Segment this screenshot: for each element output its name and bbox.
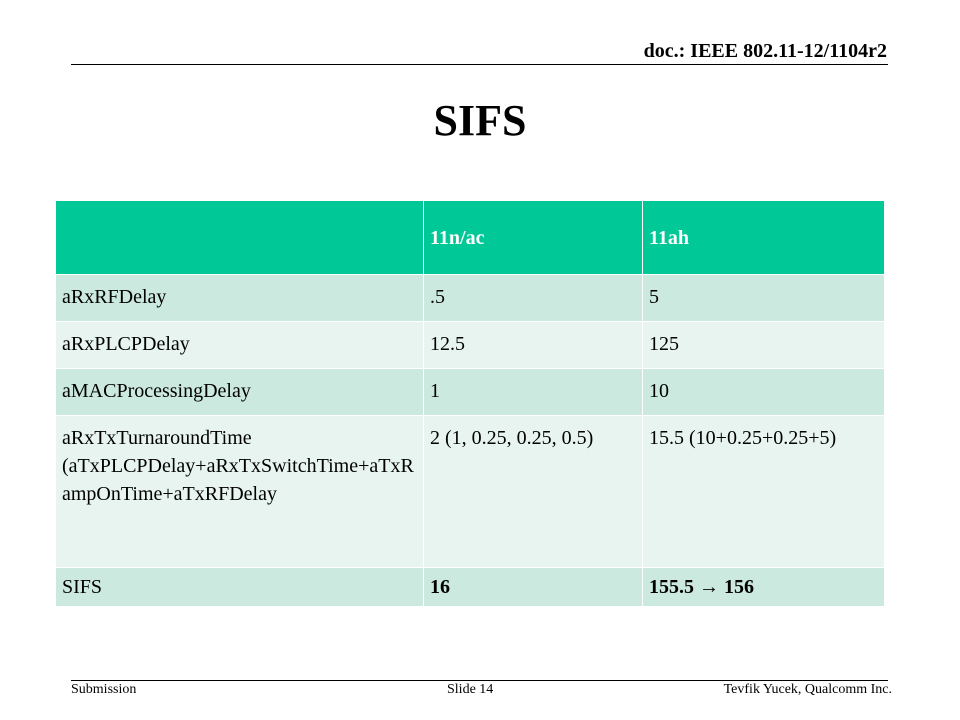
row-label: aMACProcessingDelay — [55, 368, 424, 416]
row-label: aRxPLCPDelay — [55, 321, 424, 369]
value-11n-ac: 1 — [423, 368, 643, 416]
table-header-row: 11n/ac 11ah — [55, 200, 885, 275]
header-divider — [71, 64, 888, 65]
value-11n-ac: 16 — [423, 567, 643, 607]
footer-submission: Submission — [71, 682, 137, 697]
footer-divider — [71, 680, 888, 681]
sifs-table: 11n/ac 11ah aRxRFDelay .5 5 aRxPLCPDelay… — [55, 200, 885, 607]
column-header-parameter — [55, 200, 424, 275]
table-row: aRxRFDelay .5 5 — [55, 274, 885, 322]
value-11ah: 10 — [642, 368, 885, 416]
footer-author: Tevfik Yucek, Qualcomm Inc. — [723, 682, 892, 697]
value-11ah: 5 — [642, 274, 885, 322]
value-11ah: 125 — [642, 321, 885, 369]
column-header-11n-ac: 11n/ac — [423, 200, 643, 275]
row-label: SIFS — [55, 567, 424, 607]
column-header-11ah: 11ah — [642, 200, 885, 275]
table-row: aRxPLCPDelay 12.5 125 — [55, 321, 885, 369]
value-11n-ac: .5 — [423, 274, 643, 322]
table-row: aMACProcessingDelay 1 10 — [55, 368, 885, 416]
row-label: aRxRFDelay — [55, 274, 424, 322]
document-id: doc.: IEEE 802.11-12/1104r2 — [643, 40, 887, 62]
value-11ah: 15.5 (10+0.25+0.25+5) — [642, 415, 885, 568]
row-label: aRxTxTurnaroundTime (aTxPLCPDelay+aRxTxS… — [55, 415, 424, 568]
slide-number: Slide 14 — [447, 682, 494, 697]
table-row-total: SIFS 16 155.5 → 156 — [55, 567, 885, 607]
slide-title: SIFS — [433, 96, 527, 145]
value-11n-ac: 12.5 — [423, 321, 643, 369]
value-11ah: 155.5 → 156 — [642, 567, 885, 607]
value-11n-ac: 2 (1, 0.25, 0.25, 0.5) — [423, 415, 643, 568]
table-row: aRxTxTurnaroundTime (aTxPLCPDelay+aRxTxS… — [55, 415, 885, 568]
